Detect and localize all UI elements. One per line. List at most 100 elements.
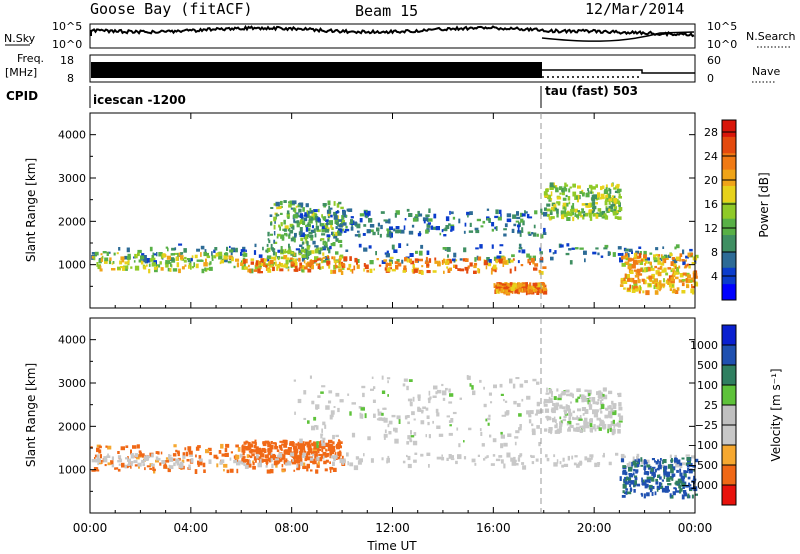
power-cell <box>121 258 125 263</box>
power-cell <box>617 188 622 192</box>
power-cell <box>610 209 614 212</box>
velocity-cell <box>164 462 167 466</box>
power-cell <box>556 201 561 204</box>
power-cell <box>228 255 233 260</box>
velocity-cell <box>450 418 454 423</box>
power-cell <box>491 222 495 227</box>
power-cell <box>610 183 614 187</box>
power-cell <box>223 258 228 263</box>
power-cell <box>169 262 172 267</box>
velocity-cell <box>506 452 511 458</box>
power-cell <box>543 227 546 233</box>
power-cell <box>500 282 503 288</box>
velocity-cell <box>584 389 588 392</box>
power-cell <box>426 217 429 221</box>
velocity-cell <box>251 441 256 444</box>
power-cell <box>608 187 611 192</box>
power-cell <box>306 210 309 214</box>
velocity-cell <box>241 445 246 450</box>
power-cell <box>309 235 314 239</box>
power-cell <box>601 210 606 215</box>
freq-label-line1: Freq. <box>17 52 44 65</box>
velocity-cell <box>321 439 324 444</box>
velocity-cell <box>615 452 619 456</box>
velocity-cell <box>553 454 556 458</box>
velocity-cell <box>676 469 679 473</box>
power-cell <box>476 218 481 222</box>
power-cell <box>449 259 452 264</box>
velocity-cell <box>111 456 114 461</box>
power-cell <box>301 241 305 245</box>
velocity-cell <box>103 456 108 460</box>
power-cell <box>591 196 596 202</box>
power-cell <box>486 218 490 221</box>
velocity-cell <box>558 394 563 398</box>
velocity-cell <box>320 454 324 458</box>
velocity-cell <box>144 467 146 471</box>
velocity-cell <box>650 467 654 472</box>
velocity-cell <box>184 447 187 451</box>
velocity-cell <box>601 398 604 401</box>
power-cell <box>453 264 457 268</box>
power-cell <box>324 216 326 221</box>
power-cell <box>441 259 444 265</box>
power-cell <box>304 236 308 241</box>
power-cell <box>501 283 507 286</box>
velocity-cell <box>311 443 315 447</box>
power-cell <box>638 273 643 276</box>
velocity-cell <box>656 485 660 490</box>
velocity-cell <box>330 410 335 415</box>
velocity-cell <box>338 445 342 449</box>
power-cell <box>190 257 193 262</box>
power-cell <box>280 263 284 268</box>
velocity-cell <box>406 441 410 445</box>
velocity-cell <box>426 452 431 456</box>
velocity-cell <box>674 454 677 460</box>
power-cell <box>625 274 630 279</box>
velocity-cell <box>337 441 341 445</box>
power-cell <box>657 254 661 257</box>
velocity-cell <box>321 385 326 388</box>
velocity-cell <box>329 466 334 470</box>
velocity-cell <box>573 462 577 466</box>
velocity-cell <box>584 417 588 423</box>
power-cell <box>321 223 325 227</box>
velocity-cell <box>544 408 550 413</box>
power-cell <box>506 213 512 218</box>
velocity-cell <box>602 393 605 397</box>
velocity-cell <box>660 458 662 461</box>
power-cell <box>254 243 257 248</box>
power-cell <box>363 247 368 252</box>
velocity-cell <box>581 407 587 411</box>
power-cell <box>156 265 159 269</box>
velocity-cell <box>591 397 596 402</box>
power-cell <box>433 213 437 219</box>
velocity-cell <box>103 458 108 463</box>
velocity-cell <box>252 466 256 470</box>
power-cell <box>496 285 500 289</box>
power-cell <box>516 211 519 216</box>
velocity-cell <box>671 478 674 481</box>
velocity-cell <box>319 443 323 449</box>
power-cell <box>613 195 616 200</box>
power-cell <box>335 226 338 229</box>
power-cell <box>227 260 232 264</box>
power-cell <box>364 211 366 214</box>
velocity-cell <box>487 422 490 426</box>
velocity-cell <box>386 377 391 380</box>
power-cell <box>159 261 162 265</box>
power-cell <box>648 261 651 264</box>
velocity-cell <box>118 463 121 466</box>
power-cell <box>333 211 338 216</box>
power-cell <box>672 258 677 264</box>
velocity-cell <box>163 464 167 469</box>
velocity-cell <box>567 421 572 425</box>
power-cell <box>644 258 648 261</box>
power-cell <box>425 256 428 262</box>
power-cell <box>273 231 276 236</box>
power-cell <box>317 265 321 270</box>
velocity-cell <box>315 407 318 410</box>
power-cell <box>305 203 309 208</box>
velocity-cell <box>612 411 617 416</box>
power-cell <box>295 248 300 251</box>
